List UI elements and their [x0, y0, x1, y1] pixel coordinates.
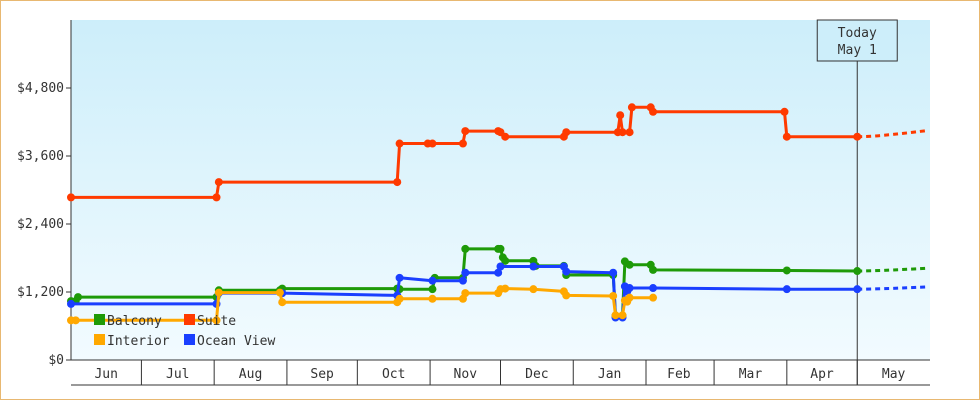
data-point [529, 262, 538, 271]
data-point [625, 128, 634, 137]
data-point [649, 107, 658, 116]
today-label-text: Today [838, 26, 877, 41]
data-point [67, 299, 75, 308]
data-point [395, 294, 404, 303]
data-point [649, 284, 658, 293]
legend: Balcony Suite Interior Ocean View [94, 314, 275, 349]
series-lines [67, 103, 928, 325]
x-tick-label: Dec [525, 367, 548, 382]
legend-swatch [184, 314, 195, 325]
y-tick-label: $2,400 [17, 217, 64, 232]
y-tick-label: $1,200 [17, 285, 64, 300]
legend-swatch [94, 314, 105, 325]
data-point [71, 316, 80, 325]
data-point [67, 193, 75, 202]
data-point [618, 311, 627, 320]
data-point [428, 276, 437, 285]
data-point [214, 178, 223, 187]
x-tick-label: Apr [810, 367, 834, 382]
today-label-box [816, 19, 898, 62]
data-point [501, 284, 510, 293]
data-point [782, 132, 791, 141]
legend-label: Interior [107, 334, 170, 349]
data-point [496, 244, 505, 253]
data-point [609, 268, 618, 277]
data-point [461, 268, 470, 277]
y-tick-label: $4,800 [17, 81, 64, 96]
x-tick-label: Mar [739, 367, 763, 382]
x-tick-label: May [882, 367, 906, 382]
data-point [74, 293, 83, 302]
data-point [278, 298, 287, 307]
legend-swatch [184, 334, 195, 345]
data-point [627, 103, 636, 112]
data-point [853, 267, 862, 276]
data-point [275, 288, 284, 297]
data-point [625, 293, 634, 302]
data-point [461, 244, 470, 253]
data-point [529, 285, 538, 294]
y-tick-label: $0 [48, 353, 64, 368]
data-point [562, 128, 571, 137]
plot-background [71, 20, 930, 360]
x-tick-label: Feb [667, 367, 691, 382]
data-point [782, 266, 791, 275]
data-point [395, 139, 404, 148]
data-point [458, 276, 467, 285]
legend-label: Ocean View [197, 334, 275, 349]
axes: $0 $1,200 $2,400 $3,600 $4,800 Jun Jul Aug Sep Oc… [17, 20, 930, 386]
data-point [853, 285, 862, 294]
data-point [461, 127, 470, 136]
x-tick-label: Jul [166, 367, 189, 382]
series-projection [857, 129, 928, 139]
series-projection [857, 285, 928, 291]
legend-swatch [94, 334, 105, 345]
data-point [625, 260, 634, 269]
series-projection [857, 266, 928, 273]
data-point [501, 132, 510, 141]
x-tick-label: Jun [94, 367, 117, 382]
data-point [649, 265, 658, 274]
data-point [853, 132, 862, 141]
data-point [562, 291, 571, 300]
data-point [212, 193, 221, 202]
data-point [780, 107, 789, 116]
legend-label: Balcony [107, 314, 162, 329]
data-point [494, 268, 503, 277]
data-point [496, 262, 505, 271]
data-point [616, 111, 625, 120]
x-tick-label: Oct [382, 367, 405, 382]
data-point [428, 294, 437, 303]
data-point [625, 284, 634, 293]
data-point [611, 311, 620, 320]
data-point [428, 285, 437, 294]
data-point [212, 316, 221, 325]
today-label-text: May 1 [838, 43, 877, 58]
data-point [395, 273, 404, 282]
x-tick-label: Nov [454, 367, 478, 382]
x-tick-label: Aug [239, 367, 262, 382]
x-tick-label: Sep [310, 367, 334, 382]
data-point [782, 285, 791, 294]
data-point [461, 289, 470, 298]
legend-label: Suite [197, 314, 236, 329]
data-point [428, 139, 437, 148]
data-point [649, 293, 658, 302]
data-point [214, 288, 223, 297]
data-point [562, 267, 571, 276]
data-point [618, 128, 627, 137]
data-point [458, 139, 467, 148]
data-point [393, 178, 402, 187]
today-marker: Today May 1 [816, 19, 898, 385]
data-point [501, 256, 510, 265]
x-tick-label: Jan [598, 367, 621, 382]
y-tick-label: $3,600 [17, 149, 64, 164]
data-point [609, 291, 618, 300]
